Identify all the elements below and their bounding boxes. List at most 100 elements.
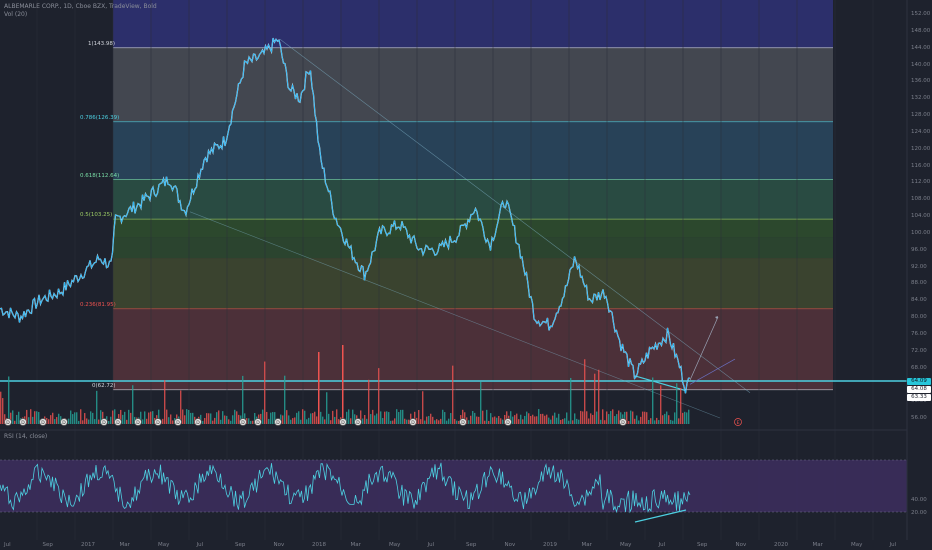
volume-bar	[392, 420, 394, 424]
volume-bar	[472, 410, 474, 424]
event-marker: D	[459, 418, 467, 426]
volume-bar	[656, 417, 658, 424]
time-axis-label: 2020	[774, 542, 788, 548]
volume-bar	[190, 412, 192, 424]
volume-bar	[366, 418, 368, 424]
volume-bar	[316, 416, 318, 424]
event-marker-label: D	[411, 420, 415, 426]
event-marker-label: D	[6, 420, 10, 426]
volume-bar	[378, 368, 380, 424]
volume-bar	[548, 417, 550, 424]
event-marker: D	[174, 418, 182, 426]
event-marker-label: D	[461, 420, 465, 426]
price-axis-label: 152.00	[911, 11, 931, 17]
time-axis-label: May	[158, 542, 170, 548]
volume-bar	[562, 419, 564, 424]
volume-bar	[542, 413, 544, 424]
event-marker-label: D	[62, 420, 66, 426]
rsi-divergence-line	[634, 509, 687, 523]
fib-band	[113, 237, 833, 259]
volume-bar	[468, 420, 470, 424]
volume-bar	[286, 410, 288, 424]
volume-bar	[430, 413, 432, 424]
volume-bar	[126, 419, 128, 424]
event-circle	[239, 418, 247, 426]
time-axis-label: 2019	[543, 542, 557, 548]
volume-bar	[532, 414, 534, 424]
volume-indicator-label[interactable]: Vol (20)	[4, 11, 28, 18]
fib-label: 0.786(126.39)	[80, 114, 120, 121]
volume-bar	[182, 409, 184, 424]
volume-bar	[582, 411, 584, 424]
volume-bar	[616, 414, 618, 424]
volume-bar	[48, 419, 50, 424]
event-marker: D	[19, 418, 27, 426]
volume-bar	[498, 416, 500, 424]
volume-bar	[56, 417, 58, 424]
volume-bar	[626, 411, 628, 424]
price-axis-label: 136.00	[911, 78, 931, 85]
event-circle	[100, 418, 108, 426]
volume-bar	[58, 413, 60, 424]
volume-bar	[0, 391, 2, 424]
volume-bar	[220, 419, 222, 424]
event-circle	[134, 418, 142, 426]
volume-bar	[594, 373, 596, 424]
volume-bar	[100, 410, 102, 424]
volume-bar	[310, 413, 312, 424]
rsi-line	[0, 462, 691, 514]
grid-lines	[0, 0, 907, 540]
time-axis-label: Mar	[581, 542, 592, 548]
volume-bar	[140, 411, 142, 424]
volume-bar	[322, 416, 324, 424]
volume-bar	[660, 385, 662, 424]
symbol-title[interactable]: ALBEMARLE CORP., 1D, Cboe BZX, TradeView…	[4, 3, 157, 10]
volume-bar	[152, 411, 154, 424]
time-axis-label: Sep	[697, 542, 708, 548]
volume-bar	[266, 411, 268, 424]
event-circle	[254, 418, 262, 426]
volume-bar	[448, 418, 450, 424]
volume-bar	[386, 411, 388, 424]
volume-bar	[296, 412, 298, 424]
time-axis-label: Jul	[196, 542, 204, 548]
volume-bars	[0, 345, 690, 424]
volume-bar	[526, 411, 528, 424]
volume-bar	[4, 414, 6, 424]
volume-bar	[550, 419, 552, 424]
volume-bar	[558, 413, 560, 424]
volume-bar	[360, 410, 362, 424]
volume-bar	[494, 416, 496, 424]
price-axis-label: 140.00	[911, 61, 931, 68]
volume-bar	[334, 416, 336, 424]
event-marker: D	[4, 418, 12, 426]
price-axis-label: 112.00	[911, 179, 931, 186]
event-marker: D	[194, 418, 202, 426]
fib-label: 0.618(112.64)	[80, 172, 120, 179]
volume-bar	[620, 412, 622, 424]
volume-bar	[364, 415, 366, 424]
price-axis-label: 128.00	[911, 112, 931, 118]
event-circle	[114, 418, 122, 426]
volume-bar	[394, 418, 396, 424]
price-axis-label: 124.00	[911, 128, 931, 135]
rsi-indicator-label[interactable]: RSI (14, close)	[4, 433, 48, 440]
rsi-axis-label: 20.00	[911, 510, 927, 516]
event-circle	[409, 418, 417, 426]
event-circle	[39, 418, 47, 426]
volume-bar	[648, 420, 650, 424]
event-marker-label: D	[116, 420, 120, 426]
fib-band	[113, 47, 833, 122]
volume-bar	[490, 413, 492, 424]
volume-bar	[222, 411, 224, 424]
volume-bar	[132, 385, 134, 424]
volume-bar	[164, 380, 166, 424]
volume-bar	[500, 418, 502, 424]
volume-bar	[8, 376, 10, 424]
volume-bar	[88, 419, 90, 424]
volume-bar	[188, 410, 190, 424]
volume-bar	[14, 420, 16, 424]
